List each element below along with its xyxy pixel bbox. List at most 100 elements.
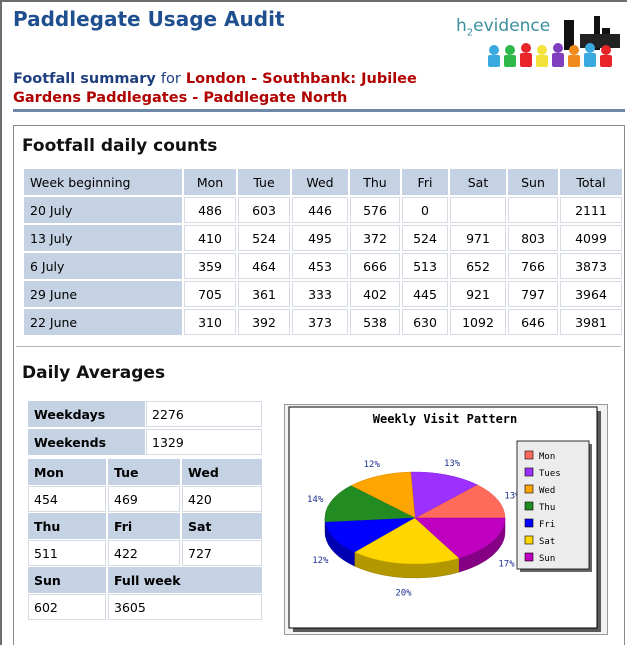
count-cell: 359 <box>184 253 236 279</box>
footfall-heading: Footfall daily counts <box>22 136 218 156</box>
weekends-label: Weekends <box>28 429 145 455</box>
weekdays-value: 2276 <box>146 401 262 427</box>
page-title: Paddlegate Usage Audit <box>13 7 285 31</box>
averages-heading: Daily Averages <box>22 363 166 383</box>
legend-label: Thu <box>539 503 555 513</box>
count-cell: 333 <box>292 281 348 307</box>
content-panel <box>13 125 625 645</box>
count-cell: 392 <box>238 309 290 335</box>
count-cell: 372 <box>350 225 400 251</box>
count-cell: 373 <box>292 309 348 335</box>
h2evidence-logo: h2evidence <box>452 12 622 72</box>
slice-percent-label: 13% <box>504 491 521 501</box>
chart-title: Weekly Visit Pattern <box>373 412 518 426</box>
count-cell: 410 <box>184 225 236 251</box>
column-header: Total <box>560 169 622 195</box>
legend-label: Sat <box>539 537 555 547</box>
summary-for: for <box>160 71 181 87</box>
count-cell: 576 <box>350 197 400 223</box>
count-cell <box>508 197 558 223</box>
weekly-visit-chart: Weekly Visit Pattern 13% 13% 12% 14% 12% 20% 17… <box>284 404 608 635</box>
count-cell: 646 <box>508 309 558 335</box>
count-cell: 652 <box>450 253 506 279</box>
footfall-header-row: Week beginning Mon Tue Wed Thu Fri Sat Sun Total <box>24 169 622 195</box>
pie-slice <box>354 517 460 565</box>
count-cell: 0 <box>402 197 448 223</box>
count-cell: 705 <box>184 281 236 307</box>
count-cell: 971 <box>450 225 506 251</box>
pie-slice <box>324 485 416 523</box>
count-cell: 603 <box>238 197 290 223</box>
count-cell: 921 <box>450 281 506 307</box>
pie-slice <box>325 517 416 553</box>
column-header: Sat <box>450 169 506 195</box>
count-cell: 310 <box>184 309 236 335</box>
week-cell: 20 July <box>24 197 182 223</box>
logo-text: h2evidence <box>456 16 551 39</box>
legend-swatch <box>524 484 534 494</box>
sun-value: 602 <box>28 594 106 620</box>
table-row: 22 June 310 392 373 538 630 1092 646 3981 <box>24 309 622 335</box>
sun-label: Sun <box>28 567 106 593</box>
pie-slice <box>350 471 416 519</box>
count-cell: 3964 <box>560 281 622 307</box>
footfall-table: Week beginning Mon Tue Wed Thu Fri Sat Sun Total… <box>22 167 624 337</box>
legend-swatch <box>524 450 534 460</box>
legend-swatch <box>524 535 534 545</box>
pie-slice <box>414 484 506 519</box>
count-cell: 3873 <box>560 253 622 279</box>
summary-label: Footfall summary <box>13 71 156 87</box>
tue-value: 469 <box>108 486 180 512</box>
count-cell: 464 <box>238 253 290 279</box>
full-week-value: 3605 <box>108 594 262 620</box>
count-cell: 402 <box>350 281 400 307</box>
count-cell: 453 <box>292 253 348 279</box>
pie-slice <box>414 517 506 559</box>
week-cell: 29 June <box>24 281 182 307</box>
week-cell: 6 July <box>24 253 182 279</box>
count-cell: 766 <box>508 253 558 279</box>
count-cell: 2111 <box>560 197 622 223</box>
column-header: Tue <box>238 169 290 195</box>
table-row: 20 July 486 603 446 576 0 2111 <box>24 197 622 223</box>
slice-percent-label: 12% <box>312 556 329 566</box>
tue-label: Tue <box>108 459 180 485</box>
legend-label: Tues <box>539 469 561 479</box>
count-cell: 1092 <box>450 309 506 335</box>
pie-slice <box>410 471 478 519</box>
count-cell: 445 <box>402 281 448 307</box>
sat-label: Sat <box>182 513 262 539</box>
weekdays-label: Weekdays <box>28 401 145 427</box>
column-header: Fri <box>402 169 448 195</box>
full-week-label: Full week <box>108 567 262 593</box>
logo-figures-icon <box>488 16 620 67</box>
count-cell: 524 <box>402 225 448 251</box>
legend-label: Sun <box>539 554 555 564</box>
count-cell: 446 <box>292 197 348 223</box>
slice-percent-label: 13% <box>444 459 461 469</box>
table-row: 6 July 359 464 453 666 513 652 766 3873 <box>24 253 622 279</box>
thu-label: Thu <box>28 513 106 539</box>
count-cell: 361 <box>238 281 290 307</box>
count-cell: 630 <box>402 309 448 335</box>
week-cell: 13 July <box>24 225 182 251</box>
mon-label: Mon <box>28 459 106 485</box>
column-header: Week beginning <box>24 169 182 195</box>
count-cell: 495 <box>292 225 348 251</box>
legend-swatch <box>524 501 534 511</box>
fri-value: 422 <box>108 540 180 566</box>
count-cell: 513 <box>402 253 448 279</box>
pie-chart-svg: Weekly Visit Pattern 13% 13% 12% 14% 12% 20% 17… <box>288 406 601 632</box>
legend-swatch <box>524 518 534 528</box>
section-divider <box>16 346 621 347</box>
weekends-value: 1329 <box>146 429 262 455</box>
column-header: Sun <box>508 169 558 195</box>
count-cell: 4099 <box>560 225 622 251</box>
slice-percent-label: 20% <box>395 589 412 599</box>
column-header: Wed <box>292 169 348 195</box>
legend-label: Fri <box>539 520 555 530</box>
table-row: 13 July 410 524 495 372 524 971 803 4099 <box>24 225 622 251</box>
summary-heading: Footfall summary for London - Southbank:… <box>13 70 433 108</box>
fri-label: Fri <box>108 513 180 539</box>
